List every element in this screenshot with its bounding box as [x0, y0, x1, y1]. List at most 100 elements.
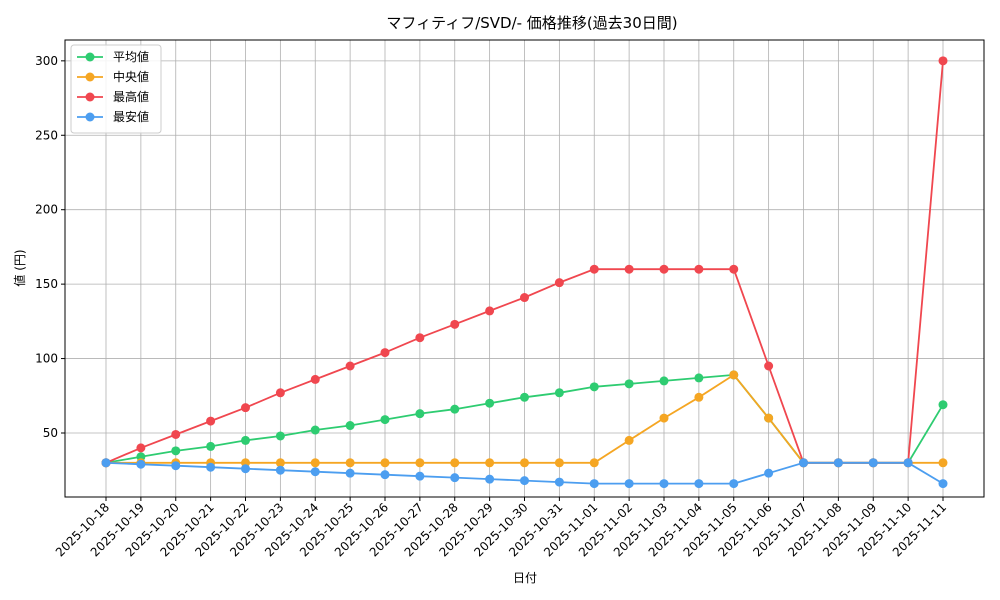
data-point	[380, 458, 390, 468]
data-point	[659, 479, 669, 489]
data-point	[624, 435, 634, 445]
data-point	[938, 56, 948, 66]
data-point	[868, 458, 878, 468]
data-point	[380, 470, 390, 480]
data-point	[520, 458, 529, 468]
data-point	[554, 278, 564, 288]
data-point	[275, 431, 285, 441]
y-tick-label: 100	[35, 352, 58, 366]
legend-item: 最高値	[77, 89, 149, 104]
data-point	[764, 361, 774, 371]
data-point	[171, 446, 181, 456]
data-point	[415, 333, 425, 343]
data-point	[450, 319, 460, 329]
data-point	[101, 458, 111, 468]
data-point	[380, 348, 390, 358]
data-point	[345, 421, 355, 431]
legend-marker	[85, 92, 95, 102]
chart-title: マフィティフ/SVD/- 価格推移(過去30日間)	[386, 14, 677, 32]
data-point	[206, 416, 216, 426]
data-point	[589, 382, 599, 392]
y-axis-ticks: 50 100 150 200 250 300	[35, 54, 65, 440]
data-point	[380, 415, 390, 425]
series-4	[101, 458, 948, 489]
data-point	[275, 458, 285, 468]
data-point	[624, 379, 634, 389]
data-point	[345, 468, 355, 478]
data-point	[345, 458, 355, 468]
y-tick-label: 50	[43, 426, 58, 440]
data-point	[171, 461, 181, 471]
legend-label: 中央値	[113, 69, 149, 84]
data-point	[241, 464, 250, 474]
data-point	[206, 462, 216, 472]
legend-label: 最安値	[113, 109, 149, 124]
legend-marker	[85, 52, 95, 62]
data-point	[659, 413, 669, 423]
legend-marker	[85, 72, 95, 82]
data-point	[903, 458, 913, 468]
data-point	[310, 425, 320, 435]
data-point	[520, 293, 529, 303]
legend-item: 平均値	[77, 49, 149, 64]
legend-item: 中央値	[77, 69, 149, 84]
data-point	[136, 459, 146, 469]
y-axis-label: 値 (円)	[12, 249, 27, 286]
data-point	[729, 479, 739, 489]
data-point	[938, 458, 948, 468]
data-point	[799, 458, 808, 468]
series-layer	[101, 56, 948, 489]
legend-label: 最高値	[113, 89, 149, 104]
data-point	[589, 264, 599, 274]
data-point	[415, 458, 425, 468]
data-point	[241, 403, 250, 413]
data-point	[310, 458, 320, 468]
data-point	[938, 479, 948, 489]
data-point	[589, 458, 599, 468]
y-tick-label: 250	[35, 128, 58, 142]
y-tick-label: 150	[35, 277, 58, 291]
data-point	[938, 400, 948, 410]
legend-marker	[85, 112, 95, 122]
data-point	[275, 388, 285, 398]
legend-label: 平均値	[113, 49, 149, 64]
data-point	[833, 458, 843, 468]
data-point	[694, 373, 704, 383]
data-point	[764, 468, 774, 478]
data-point	[450, 473, 460, 483]
data-point	[589, 479, 599, 489]
data-point	[729, 370, 739, 380]
data-point	[241, 435, 250, 445]
data-point	[694, 264, 704, 274]
data-point	[764, 413, 774, 423]
data-point	[520, 392, 529, 402]
data-point	[554, 458, 564, 468]
data-point	[136, 443, 146, 453]
data-point	[485, 306, 495, 316]
data-point	[345, 361, 355, 371]
legend-item: 最安値	[77, 109, 149, 124]
data-point	[206, 441, 216, 451]
legend-box	[70, 44, 162, 134]
data-point	[694, 392, 704, 402]
data-point	[554, 388, 564, 398]
data-point	[450, 404, 460, 414]
data-point	[310, 467, 320, 477]
data-point	[485, 474, 495, 484]
data-point	[520, 476, 529, 486]
y-tick-label: 200	[35, 203, 58, 217]
data-point	[694, 479, 704, 489]
data-point	[554, 477, 564, 487]
data-point	[171, 429, 181, 439]
data-point	[624, 264, 634, 274]
data-point	[450, 458, 460, 468]
data-point	[659, 376, 669, 386]
data-point	[275, 465, 285, 475]
data-point	[415, 409, 425, 419]
data-point	[624, 479, 634, 489]
data-point	[310, 374, 320, 384]
data-point	[485, 398, 495, 408]
